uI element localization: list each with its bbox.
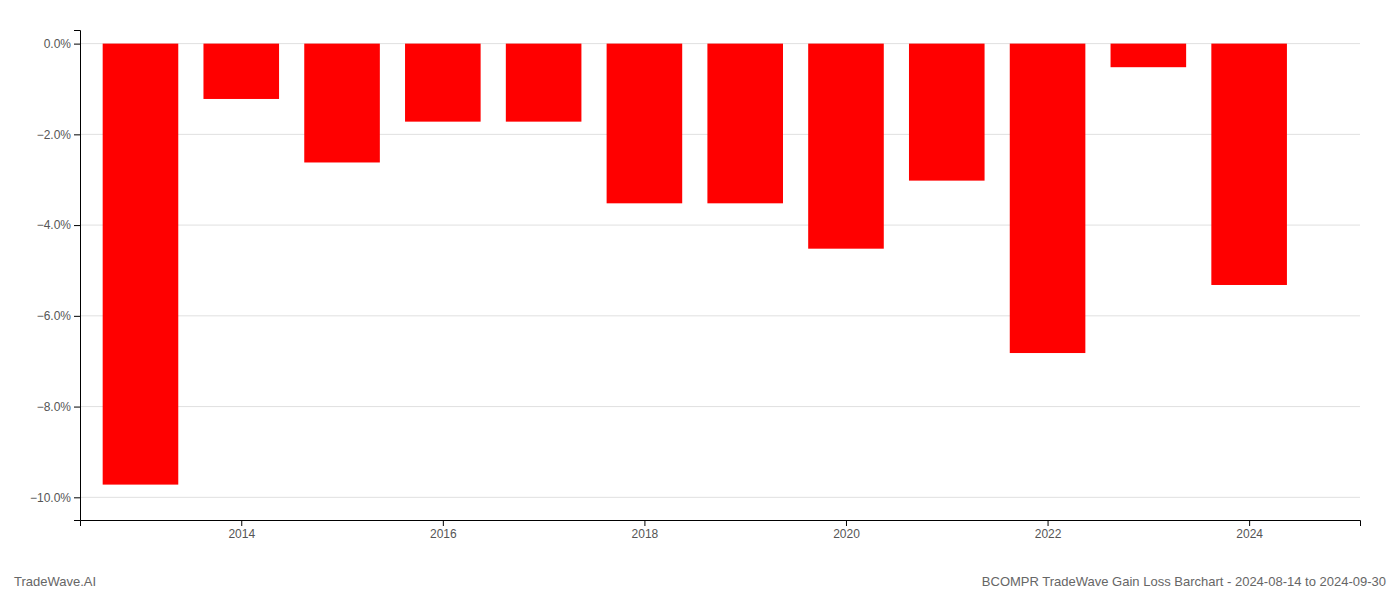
y-tick: −4.0%: [37, 218, 80, 232]
x-tick-label: 2020: [833, 527, 860, 541]
bar: [808, 44, 884, 249]
x-tick: 2018: [632, 520, 659, 541]
x-axis: 2014 2016 2018 2020 2022 2024: [81, 520, 1361, 541]
x-tick-label: 2022: [1035, 527, 1062, 541]
x-tick: 2020: [833, 520, 860, 541]
bar: [103, 44, 179, 485]
y-tick: −2.0%: [37, 128, 80, 142]
y-tick-mark: [74, 497, 80, 498]
grid: [80, 44, 1360, 498]
y-axis-line: [74, 31, 81, 521]
plot: 0.0%−2.0%−4.0%−6.0%−8.0%−10.0%2014201620…: [30, 31, 1361, 541]
bar: [909, 44, 985, 181]
y-tick: −8.0%: [37, 400, 80, 414]
bar: [607, 44, 683, 204]
grid-line: [80, 497, 1360, 498]
y-tick-mark: [74, 44, 80, 45]
grid-line: [80, 315, 1360, 316]
bar: [707, 44, 783, 204]
x-tick-mark: [644, 520, 645, 526]
y-tick-mark: [74, 225, 80, 226]
x-tick: 2022: [1035, 520, 1062, 541]
y-tick: −10.0%: [30, 491, 80, 505]
y-tick-label: 0.0%: [44, 37, 72, 51]
bar: [1010, 44, 1086, 353]
y-tick-label: −4.0%: [37, 218, 72, 232]
bar: [203, 44, 279, 99]
y-tick-mark: [74, 407, 80, 408]
bars: [103, 44, 1287, 485]
bar: [1211, 44, 1287, 285]
y-tick-label: −6.0%: [37, 309, 72, 323]
y-tick-label: −10.0%: [30, 491, 71, 505]
grid-line: [80, 406, 1360, 407]
title: BCOMPR TradeWave Gain Loss Barchart - 20…: [982, 574, 1386, 589]
grid-line: [80, 225, 1360, 226]
x-tick-label: 2014: [228, 527, 255, 541]
y-tick-mark: [74, 316, 80, 317]
bar: [1111, 44, 1187, 68]
x-tick-label: 2016: [430, 527, 457, 541]
x-tick: 2024: [1236, 520, 1263, 541]
x-tick-mark: [241, 520, 242, 526]
bar: [506, 44, 582, 122]
x-tick-mark: [1048, 520, 1049, 526]
y-tick-label: −2.0%: [37, 128, 72, 142]
x-tick-label: 2024: [1236, 527, 1263, 541]
bar: [304, 44, 380, 163]
x-tick-mark: [846, 520, 847, 526]
y-tick: 0.0%: [44, 37, 80, 51]
bar: [405, 44, 481, 122]
x-axis-line: [81, 521, 1361, 527]
x-tick-mark: [1249, 520, 1250, 526]
footnote: TradeWave.AI: [14, 574, 96, 589]
chart: 0.0%−2.0%−4.0%−6.0%−8.0%−10.0%2014201620…: [0, 0, 1400, 600]
x-tick-label: 2018: [632, 527, 659, 541]
x-tick: 2016: [430, 520, 457, 541]
y-tick: −6.0%: [37, 309, 80, 323]
y-tick-label: −8.0%: [37, 400, 72, 414]
x-tick-mark: [443, 520, 444, 526]
y-tick-mark: [74, 134, 80, 135]
y-axis: 0.0% −2.0% −4.0% −6.0% −8.0% −10.0%: [30, 31, 81, 521]
x-tick: 2014: [228, 520, 255, 541]
background: [0, 0, 1400, 600]
